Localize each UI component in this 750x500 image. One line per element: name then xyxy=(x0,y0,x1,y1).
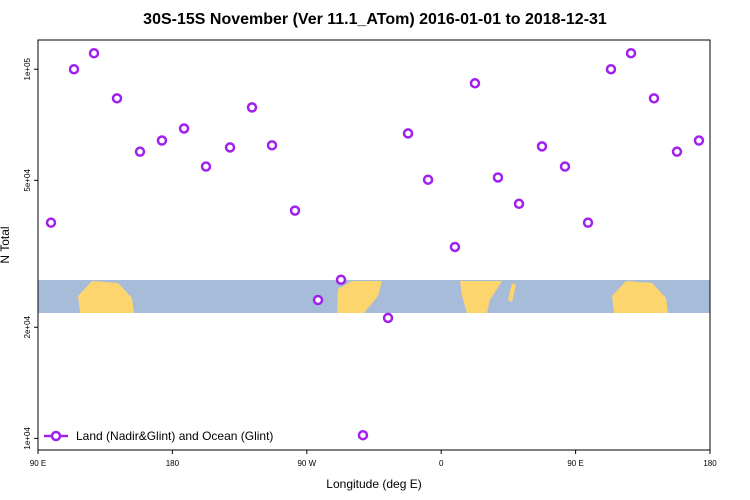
chart-title: 30S-15S November (Ver 11.1_ATom) 2016-01… xyxy=(143,11,607,28)
legend-marker xyxy=(50,430,62,442)
data-point xyxy=(605,63,617,75)
data-point xyxy=(449,241,461,253)
x-tick-label: 90 W xyxy=(297,459,316,468)
x-tick-label: 0 xyxy=(439,459,444,468)
data-point xyxy=(156,135,168,146)
data-point xyxy=(536,141,548,152)
data-point xyxy=(402,128,414,139)
map-strip xyxy=(38,280,710,313)
data-point xyxy=(289,205,301,216)
x-axis-label: Longitude (deg E) xyxy=(326,477,421,491)
x-tick-label: 180 xyxy=(703,459,717,468)
x-tick-label: 180 xyxy=(166,459,180,468)
data-point xyxy=(582,217,594,228)
x-tick-label: 90 E xyxy=(30,459,46,468)
data-point xyxy=(559,161,571,172)
data-point xyxy=(648,93,660,104)
data-point xyxy=(312,294,324,306)
data-point xyxy=(224,142,236,153)
data-point xyxy=(422,174,434,185)
x-tick-label: 90 E xyxy=(567,459,583,468)
data-point xyxy=(693,135,705,146)
data-point xyxy=(200,161,212,172)
data-point xyxy=(382,312,394,324)
data-point xyxy=(357,429,369,441)
data-point xyxy=(625,47,637,59)
data-point xyxy=(178,123,190,134)
y-axis-label: N Total xyxy=(0,226,12,263)
data-point xyxy=(88,47,100,59)
y-tick-label: 5e+04 xyxy=(23,169,32,192)
data-point xyxy=(266,140,278,151)
y-tick-label: 1e+05 xyxy=(23,57,32,80)
legend-label: Land (Nadir&Glint) and Ocean (Glint) xyxy=(76,429,273,443)
y-tick-label: 2e+04 xyxy=(23,315,32,338)
data-point xyxy=(671,146,683,157)
data-point xyxy=(246,102,258,113)
y-tick-label: 1e+04 xyxy=(23,427,32,450)
data-point xyxy=(335,274,347,285)
data-point xyxy=(492,172,504,183)
data-point xyxy=(68,63,80,75)
data-point xyxy=(469,78,481,89)
plot-frame xyxy=(37,39,711,451)
data-point xyxy=(134,146,146,157)
data-point xyxy=(111,93,123,104)
data-point xyxy=(513,198,525,210)
data-point xyxy=(45,217,57,228)
